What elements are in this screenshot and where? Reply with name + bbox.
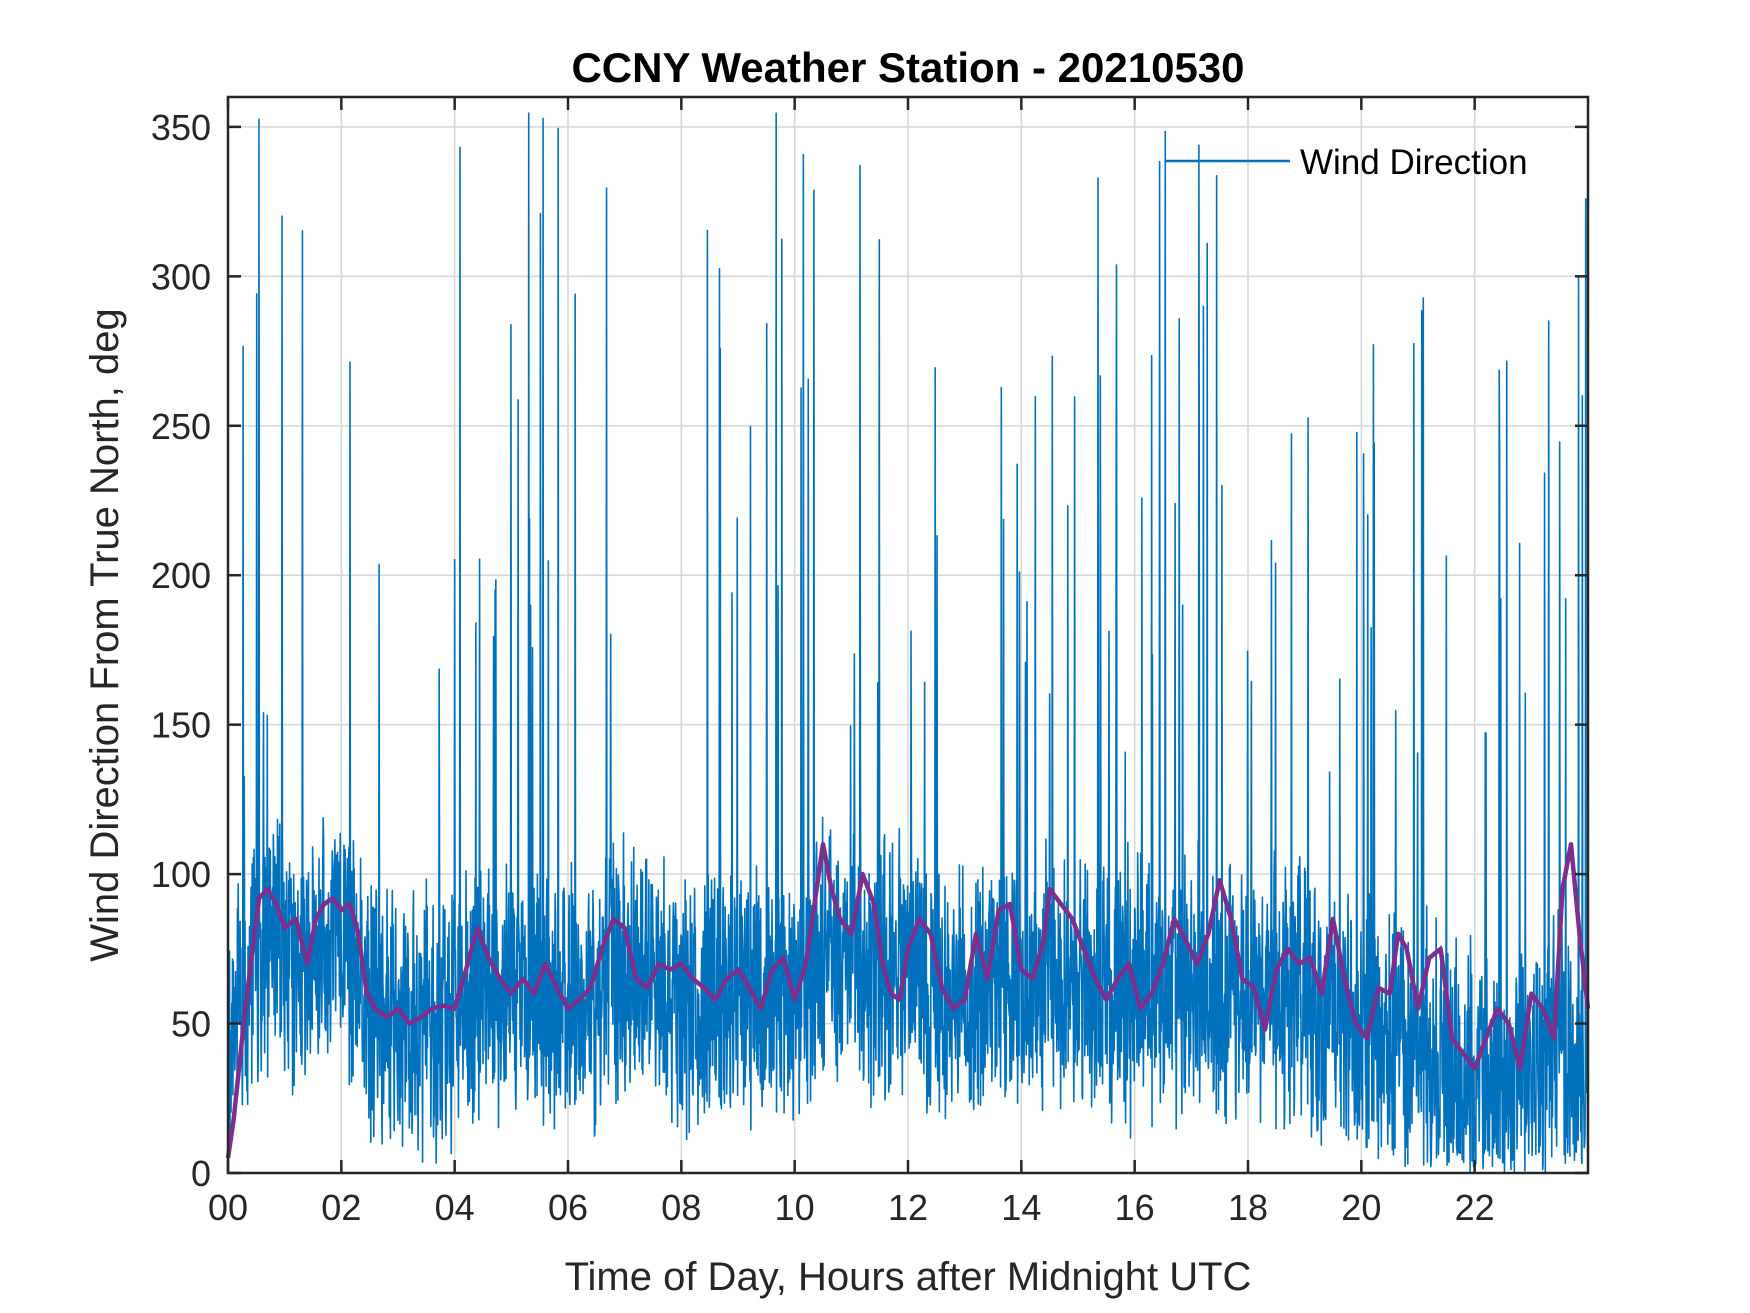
- x-tick-label: 08: [661, 1187, 701, 1228]
- x-tick-label: 20: [1341, 1187, 1381, 1228]
- x-tick-label: 02: [321, 1187, 361, 1228]
- x-tick-label: 18: [1228, 1187, 1268, 1228]
- x-tick-label: 00: [208, 1187, 248, 1228]
- y-tick-label: 350: [151, 107, 211, 148]
- y-tick-label: 0: [191, 1153, 211, 1194]
- y-tick-label: 200: [151, 555, 211, 596]
- x-tick-label: 04: [435, 1187, 475, 1228]
- x-axis-label: Time of Day, Hours after Midnight UTC: [565, 1255, 1252, 1299]
- y-tick-label: 250: [151, 406, 211, 447]
- y-tick-label: 50: [171, 1004, 211, 1045]
- series-line-running-mean: [225, 841, 1591, 1159]
- x-tick-label: 10: [775, 1187, 815, 1228]
- y-axis-label: Wind Direction From True North, deg: [83, 308, 127, 962]
- series-layer: [225, 112, 1591, 1174]
- ticks: 00 02 04 06 08 10 12 14 16 18 20 22 0 50 100 150 200 250 3…: [151, 97, 1588, 1228]
- legend-label-wind-direction: Wind Direction: [1300, 143, 1528, 182]
- chart-title: CCNY Weather Station - 20210530: [571, 44, 1244, 91]
- y-tick-label: 150: [151, 705, 211, 746]
- y-tick-label: 300: [151, 256, 211, 297]
- x-tick-label: 22: [1455, 1187, 1495, 1228]
- x-tick-label: 16: [1115, 1187, 1155, 1228]
- legend: Wind Direction: [1165, 143, 1528, 182]
- x-tick-label: 06: [548, 1187, 588, 1228]
- y-tick-label: 100: [151, 854, 211, 895]
- x-tick-label: 12: [888, 1187, 928, 1228]
- x-tick-label: 14: [1001, 1187, 1041, 1228]
